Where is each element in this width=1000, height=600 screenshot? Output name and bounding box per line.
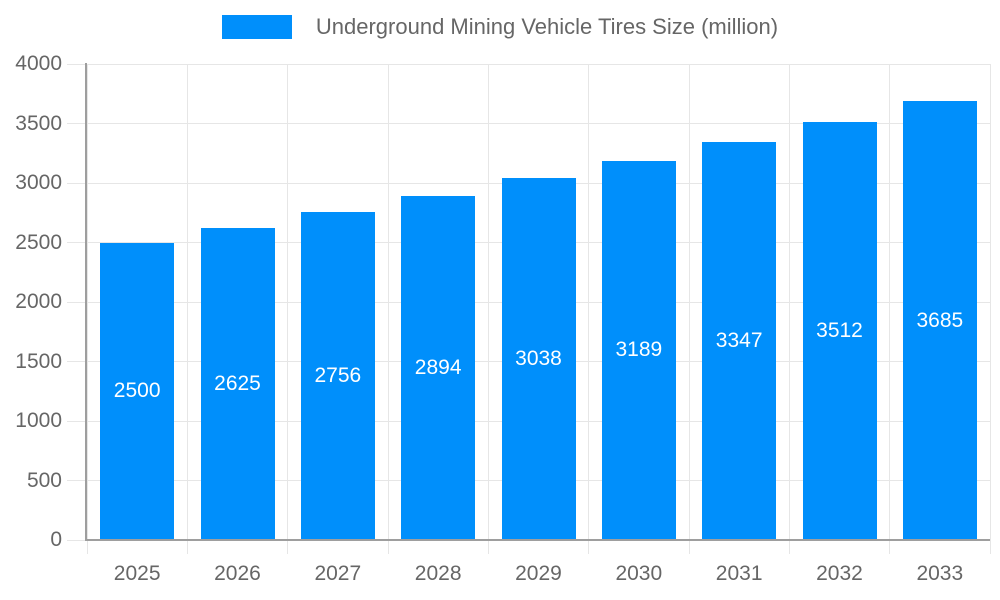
- legend-label: Underground Mining Vehicle Tires Size (m…: [315, 14, 779, 39]
- y-gridline: [67, 123, 990, 124]
- x-gridline: [387, 64, 389, 554]
- y-tick-label: 0: [50, 528, 62, 551]
- bar-value-label: 3512: [816, 319, 863, 343]
- x-tick-label: 2027: [314, 562, 362, 585]
- bar-value-label: 2756: [314, 364, 362, 388]
- x-tick-label: 2033: [916, 562, 964, 585]
- bar-2027[interactable]: [300, 212, 375, 540]
- legend-marker-swatch: [221, 15, 292, 39]
- y-gridline: [67, 63, 990, 65]
- y-tick-label: 2000: [15, 290, 62, 313]
- bar-2031[interactable]: [702, 141, 777, 540]
- bar-value-label: 2894: [414, 355, 462, 379]
- x-gridline: [588, 64, 590, 554]
- x-tick-label: 2026: [214, 562, 261, 585]
- bar-2028[interactable]: [401, 195, 476, 540]
- bar-value-label: 3038: [515, 347, 562, 371]
- bar-2025[interactable]: [100, 242, 175, 540]
- bar-2030[interactable]: [601, 160, 676, 540]
- x-gridline: [688, 64, 690, 554]
- x-tick-label: 2030: [615, 562, 663, 585]
- x-gridline: [889, 64, 891, 554]
- legend-item[interactable]: Underground Mining Vehicle Tires Size (m…: [221, 14, 779, 40]
- x-tick-label: 2032: [816, 562, 863, 585]
- bar-value-label: 2625: [214, 371, 261, 395]
- bar-value-label: 3685: [916, 308, 964, 332]
- y-tick-label: 1500: [15, 349, 62, 373]
- bar-2026[interactable]: [200, 227, 275, 540]
- y-tick-label: 1000: [15, 409, 62, 432]
- x-gridline: [86, 64, 88, 554]
- bar-value-label: 3347: [715, 328, 763, 352]
- bar-2032[interactable]: [802, 122, 877, 540]
- bar-2033[interactable]: [902, 101, 977, 540]
- y-tick-label: 3000: [15, 171, 62, 194]
- y-tick-label: 3500: [15, 111, 62, 135]
- x-gridline: [788, 64, 790, 554]
- y-tick-label: 4000: [15, 52, 62, 75]
- bar-2029[interactable]: [501, 178, 576, 540]
- x-gridline: [989, 64, 991, 554]
- chart-legend: Underground Mining Vehicle Tires Size (m…: [0, 14, 1000, 40]
- x-axis-line: [85, 539, 990, 541]
- x-gridline: [487, 64, 489, 554]
- x-gridline: [287, 64, 289, 554]
- x-tick-label: 2031: [715, 562, 763, 585]
- y-axis-line: [85, 63, 87, 541]
- y-tick-label: 2500: [15, 230, 62, 254]
- bar-value-label: 3189: [615, 338, 663, 362]
- x-tick-label: 2028: [414, 562, 462, 585]
- y-tick-label: 500: [26, 468, 62, 492]
- x-gridline: [186, 64, 188, 554]
- x-tick-label: 2029: [515, 562, 562, 585]
- x-tick-label: 2025: [113, 562, 161, 585]
- bar-value-label: 2500: [113, 379, 161, 403]
